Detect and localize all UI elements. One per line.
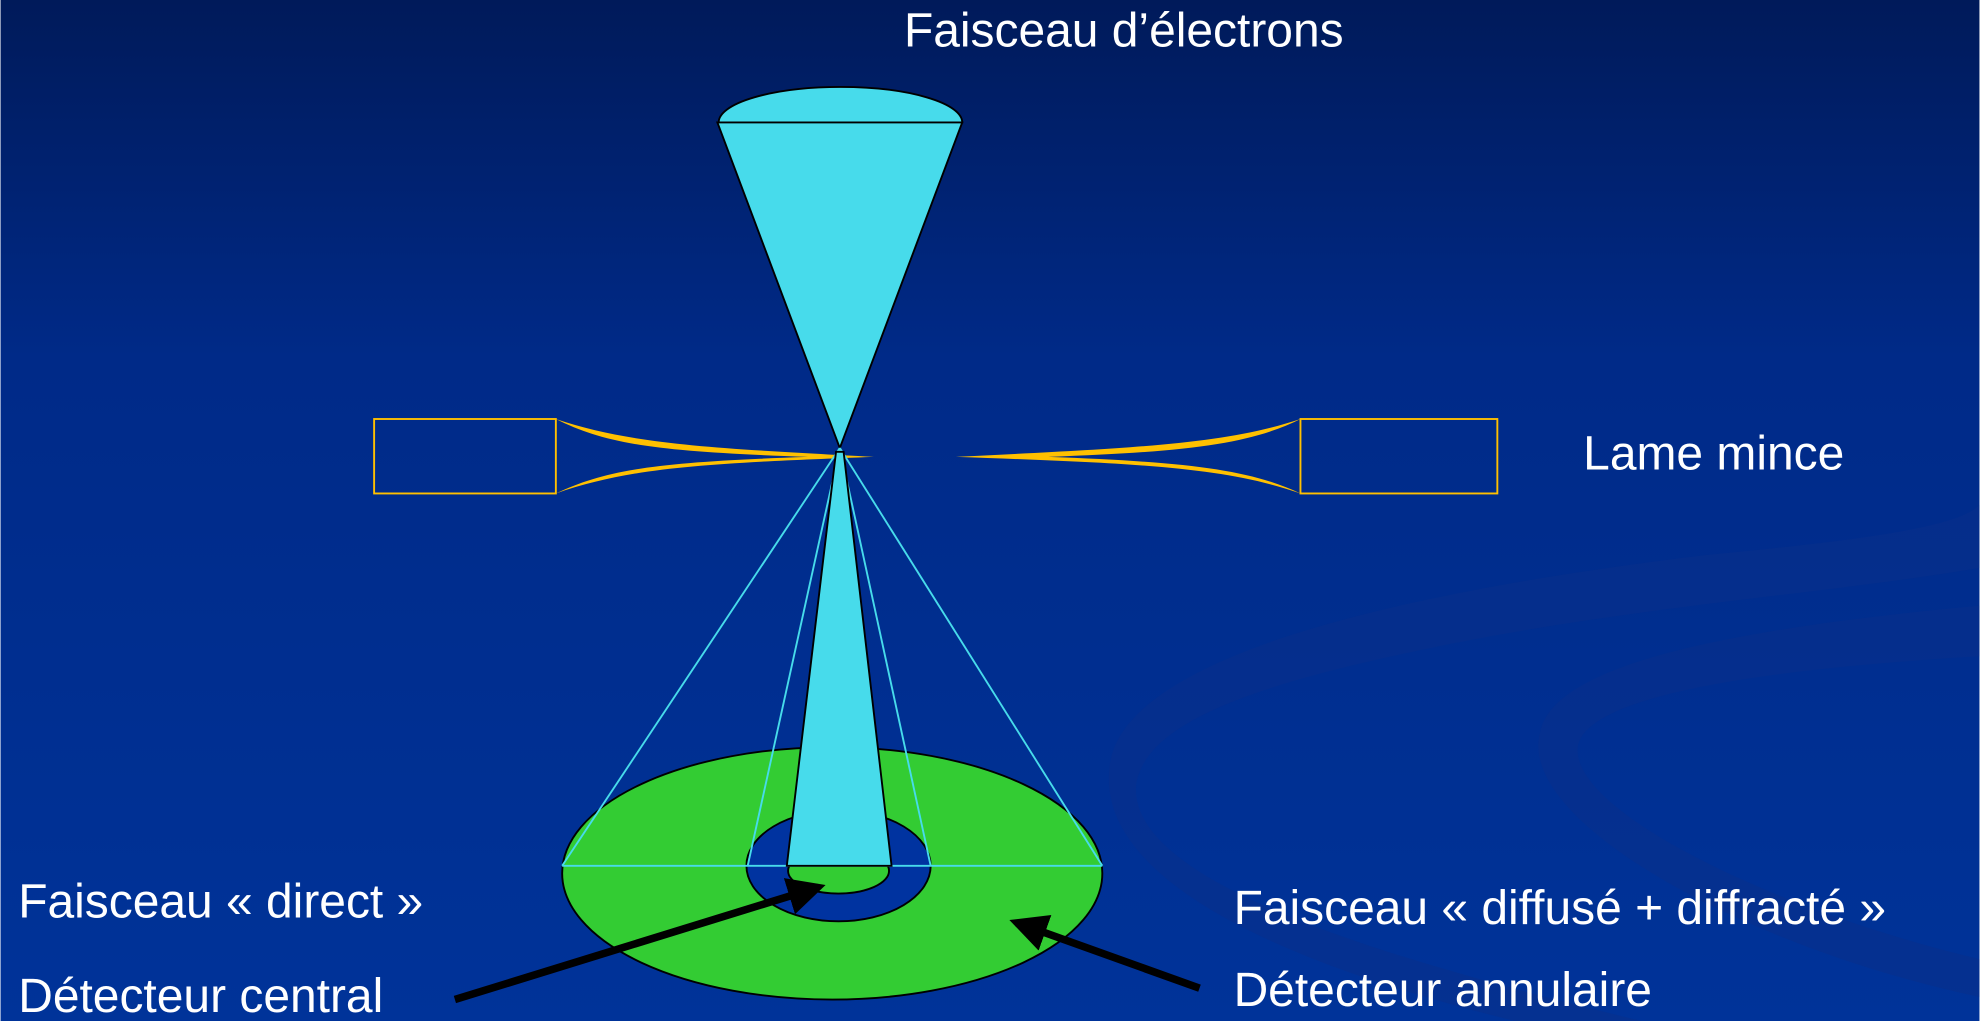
- central-detector-label: Détecteur central: [18, 970, 383, 1021]
- sample-label: Lame mince: [1583, 428, 1844, 481]
- title: Faisceau d’électrons: [904, 5, 1344, 58]
- direct-beam-label: Faisceau « direct »: [18, 876, 423, 929]
- annular-detector-label: Détecteur annulaire: [1234, 964, 1652, 1017]
- diagram: Faisceau d’électrons Lame mince Faisceau…: [0, 0, 1980, 1021]
- scattered-beam-label: Faisceau « diffusé + diffracté »: [1234, 882, 1886, 935]
